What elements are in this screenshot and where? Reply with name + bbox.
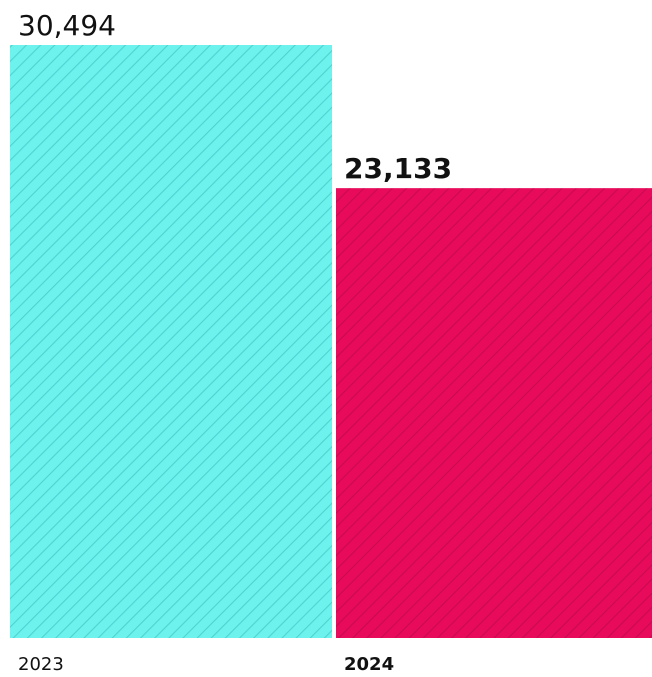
value-labels-group: 30,494 23,133 — [18, 9, 452, 185]
x-tick-label-2024: 2024 — [344, 654, 394, 675]
x-tick-label-2023: 2023 — [18, 654, 64, 675]
value-label-2024: 23,133 — [344, 152, 452, 185]
value-label-2023: 30,494 — [18, 9, 116, 42]
x-tick-labels-group: 2023 2024 — [18, 654, 394, 675]
bar-2023 — [10, 45, 332, 638]
bars-group — [10, 45, 652, 638]
bar-2024 — [336, 188, 652, 638]
